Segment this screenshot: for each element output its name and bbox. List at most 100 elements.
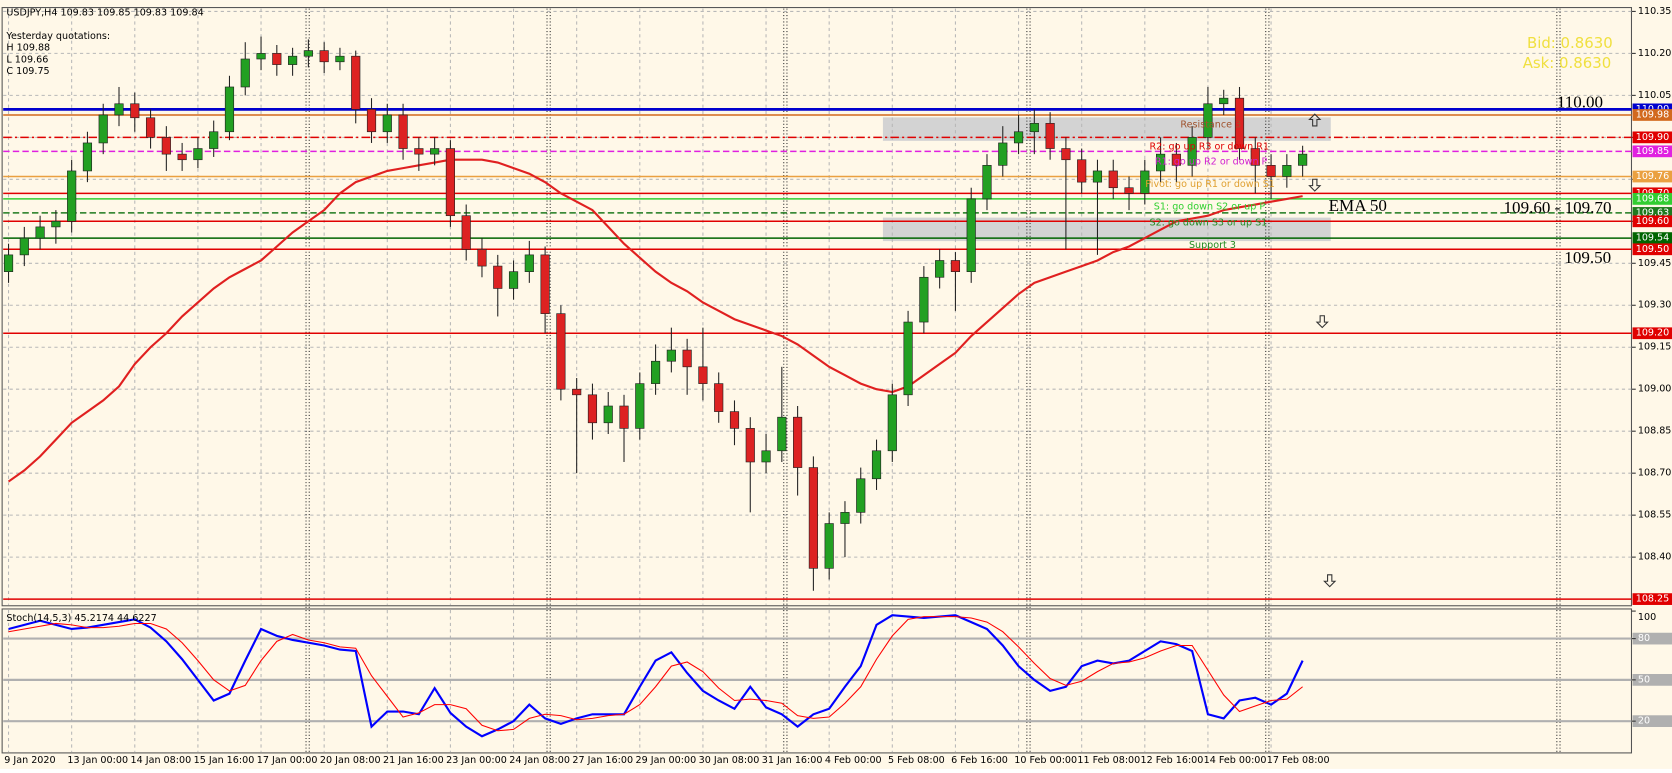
y-tick-label: 108.55 — [1638, 510, 1672, 521]
stoch-line — [8, 614, 1304, 738]
pivot-label: S2: go down S3 or up S1 — [1150, 217, 1268, 228]
zone-label: 109.60 - 109.70 — [1504, 198, 1612, 217]
stoch-tick-label: 100 — [1638, 612, 1656, 623]
arrow-down — [1323, 574, 1337, 588]
candle-body — [493, 265, 503, 289]
level-box-label: 109.20 — [1636, 328, 1670, 339]
x-tick-label: 4 Feb 00:00 — [825, 755, 882, 766]
level-box — [1632, 232, 1672, 244]
candle-body — [982, 165, 992, 200]
level-box-label: 108.25 — [1636, 594, 1670, 605]
candle-body — [366, 109, 377, 133]
candle-body — [177, 153, 187, 161]
ema-line — [7, 158, 1303, 483]
pivot-label: S1: go down S2 or up P — [1154, 201, 1266, 212]
candle-body — [240, 58, 250, 88]
x-tick-label: 14 Feb 00:00 — [1204, 755, 1267, 766]
level-box — [1632, 207, 1672, 219]
candle-body — [209, 131, 219, 149]
candle-body — [1140, 170, 1150, 194]
candle-body — [35, 226, 45, 239]
level-box — [1632, 243, 1672, 256]
candle-body — [619, 405, 629, 429]
candle-body — [824, 523, 834, 569]
y-tick-label: 110.05 — [1638, 90, 1672, 101]
x-tick-label: 27 Jan 16:00 — [572, 755, 633, 766]
arrow-up — [1308, 113, 1322, 127]
candle-body — [351, 55, 361, 110]
zone-label: 109.50 — [1564, 248, 1611, 267]
candle-body — [1298, 153, 1308, 166]
candle-body — [508, 271, 519, 289]
candle-body — [635, 383, 645, 429]
ask-quote: Ask: 0.8630 — [1523, 54, 1612, 72]
x-tick-label: 23 Jan 00:00 — [446, 755, 507, 766]
candle-body — [903, 321, 913, 396]
candle-body — [130, 103, 140, 119]
candle-body — [272, 53, 282, 65]
candle-body — [193, 148, 203, 161]
candle-body — [603, 405, 613, 424]
chart-title: USDJPY,H4 109.83 109.85 109.83 109.84 — [6, 7, 203, 18]
stoch-box — [1632, 715, 1672, 728]
candle-body — [1250, 148, 1260, 166]
candle-body — [461, 215, 471, 250]
candle-body — [398, 114, 408, 149]
candle-body — [1077, 159, 1087, 183]
stoch-tick-label: 20 — [1638, 716, 1650, 727]
info-line: C 109.75 — [6, 66, 49, 77]
stoch-tick-label: 80 — [1638, 633, 1650, 644]
candle-body — [414, 148, 424, 155]
info-line: Yesterday quotations: — [5, 31, 110, 42]
x-tick-label: 24 Jan 08:00 — [509, 755, 570, 766]
candle-body — [319, 50, 329, 63]
y-tick-label: 108.85 — [1638, 426, 1672, 437]
stoch-line — [8, 616, 1303, 732]
candle-body — [114, 103, 124, 116]
x-tick-label: 29 Jan 00:00 — [636, 755, 697, 766]
candle-body — [729, 411, 740, 429]
zone-label: 110.00 — [1557, 92, 1603, 111]
info-line: L 109.66 — [6, 54, 48, 65]
price-axis-boxes: 110.00109.98109.90109.85109.76109.70109.… — [1631, 103, 1672, 728]
candle-body — [288, 55, 298, 65]
level-box-label: 109.50 — [1636, 244, 1670, 255]
candle-body — [335, 55, 345, 63]
candle-body — [587, 394, 598, 424]
candle-body — [950, 260, 961, 272]
level-box — [1632, 109, 1672, 121]
candle-body — [793, 416, 803, 468]
candle-body — [1282, 165, 1292, 177]
candle-body — [1124, 187, 1134, 194]
candle-body — [714, 383, 724, 412]
y-tick-label: 109.15 — [1638, 342, 1672, 353]
candle-body — [998, 142, 1008, 166]
candle-body — [698, 366, 708, 384]
bid-quote: Bid: 0.8630 — [1527, 34, 1613, 52]
candle-body — [382, 114, 392, 133]
arrows — [1308, 113, 1337, 588]
candle-body — [430, 148, 440, 155]
stoch-box — [1632, 674, 1672, 686]
arrow-down — [1308, 178, 1322, 192]
candle-body — [477, 248, 487, 267]
candle-body — [145, 117, 156, 138]
candle-body — [856, 478, 866, 513]
level-box-label: 109.63 — [1636, 207, 1670, 218]
candle-body — [1156, 153, 1166, 172]
pivot-label: Pivot: go up R1 or down S1 — [1145, 179, 1275, 190]
candle-body — [1266, 165, 1276, 177]
y-tick-label: 109.30 — [1638, 300, 1672, 311]
candle-body — [1203, 103, 1213, 138]
pivot-label: R2: go up R3 or down R1 — [1150, 142, 1269, 153]
candle-body — [524, 254, 534, 272]
arrow-down — [1315, 315, 1329, 329]
info-line: H 109.88 — [6, 43, 50, 54]
candle-body — [871, 450, 882, 480]
level-box-label: 109.54 — [1636, 233, 1670, 244]
x-tick-label: 30 Jan 08:00 — [699, 755, 760, 766]
x-tick-label: 9 Jan 2020 — [4, 755, 55, 766]
candle-body — [887, 394, 897, 452]
support-zone — [882, 217, 1331, 242]
x-tick-label: 12 Feb 16:00 — [1141, 755, 1204, 766]
